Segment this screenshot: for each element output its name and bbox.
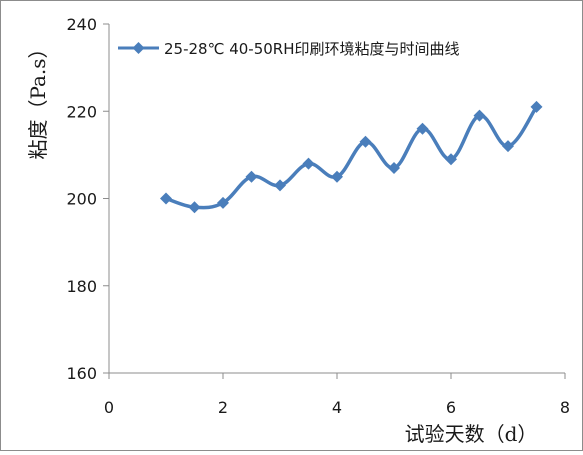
axes: [108, 24, 565, 374]
legend-marker: [132, 42, 145, 54]
legend-label: 25-28℃ 40-50RH印刷环境粘度与时间曲线: [164, 40, 460, 58]
data-point-marker: [359, 135, 372, 148]
y-tick-label: 200: [66, 190, 97, 209]
x-tick-label: 4: [332, 398, 342, 417]
data-point-marker: [445, 153, 457, 166]
data-point-marker: [217, 196, 229, 209]
x-tick-label: 0: [104, 398, 114, 417]
data-point-marker: [473, 109, 486, 122]
y-tick-label: 160: [66, 364, 97, 383]
y-axis-title: 粘度（Pa.s）: [26, 38, 50, 159]
data-point-marker: [160, 192, 172, 205]
y-tick-label: 220: [66, 102, 97, 121]
data-point-marker: [188, 201, 201, 214]
x-axis-title: 试验天数（d）: [405, 422, 538, 446]
data-point-marker: [502, 140, 514, 153]
series-line: [165, 105, 538, 210]
x-ticks: 0 2 4 6 8: [104, 373, 570, 417]
data-point-marker: [530, 100, 543, 113]
y-tick-label: 240: [66, 15, 97, 34]
data-point-marker: [274, 179, 286, 192]
data-point-marker: [416, 122, 429, 135]
y-ticks: 160 180 200 220 240: [66, 15, 109, 383]
x-tick-label: 6: [446, 398, 456, 417]
data-point-marker: [245, 170, 258, 183]
data-point-marker: [302, 157, 315, 170]
x-tick-label: 2: [218, 398, 228, 417]
legend: 25-28℃ 40-50RH印刷环境粘度与时间曲线: [118, 40, 460, 58]
data-point-marker: [388, 161, 400, 174]
x-tick-label: 8: [560, 398, 570, 417]
series-layer: [160, 100, 543, 214]
y-tick-label: 180: [66, 277, 97, 296]
data-point-marker: [331, 170, 343, 183]
